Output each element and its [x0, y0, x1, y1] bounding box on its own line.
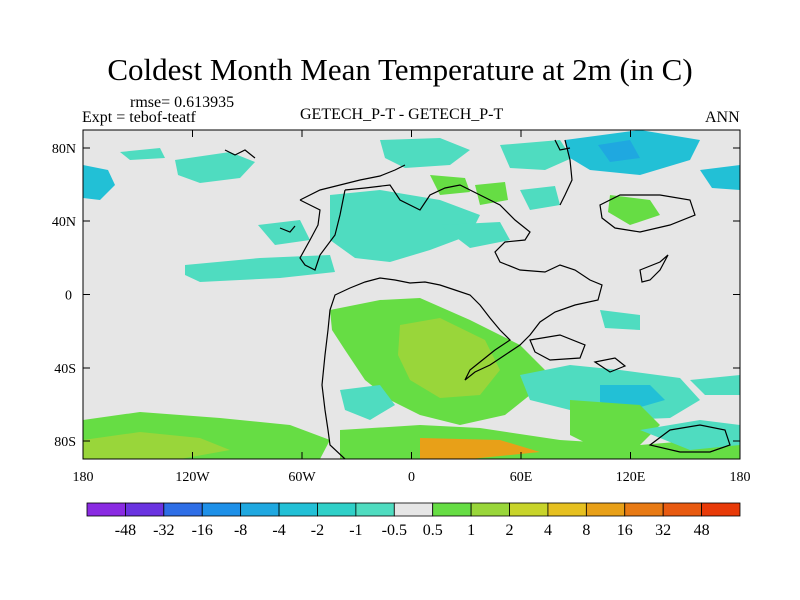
anomaly-region [600, 310, 640, 330]
temperature-field [83, 130, 740, 459]
coastline [299, 189, 346, 271]
lat-tick-label: 80N [52, 142, 76, 157]
colorbar-label: -4 [272, 522, 285, 539]
colorbar-label: -2 [311, 522, 324, 539]
colorbar-label: 4 [544, 522, 552, 539]
coastline [299, 164, 406, 201]
coastline [639, 254, 669, 283]
anomaly-region [83, 165, 115, 200]
colorbar-swatch [317, 502, 357, 517]
anomaly-region [440, 222, 510, 248]
lat-tick-label: 80S [54, 435, 76, 450]
anomaly-region [690, 375, 740, 395]
colorbar-label: 48 [694, 522, 710, 539]
anomaly-region [570, 400, 660, 450]
colorbar-label: 0.5 [423, 522, 443, 539]
coastline [321, 184, 603, 459]
colorbar-swatch [662, 502, 702, 517]
anomaly-region [175, 152, 255, 183]
season-label: ANN [705, 109, 740, 126]
colorbar-swatch [240, 502, 280, 517]
colorbar-swatch [509, 502, 549, 517]
colorbar-label: 2 [506, 522, 514, 539]
colorbar-label: -32 [153, 522, 174, 539]
anomaly-region [398, 318, 500, 398]
lon-tick-label: 180 [730, 470, 751, 485]
lon-tick-label: 120E [616, 470, 646, 485]
comparison-label: GETECH_P-T - GETECH_P-T [300, 106, 504, 123]
anomaly-region [185, 255, 335, 282]
colorbar-swatch [624, 502, 664, 517]
rmse-label: rmse= 0.613935 [130, 94, 235, 111]
anomaly-region [598, 140, 640, 162]
colorbar-label: 16 [617, 522, 633, 539]
coastline [279, 225, 296, 233]
colorbar-label: 32 [655, 522, 671, 539]
coastline [224, 149, 256, 159]
colorbar-label: -16 [192, 522, 213, 539]
colorbar-swatch [547, 502, 587, 517]
colorbar-swatch [393, 502, 434, 517]
anomaly-region [83, 432, 230, 459]
experiment-label: Expt = tebof-teatf [82, 109, 196, 126]
lon-tick-label: 60E [510, 470, 533, 485]
coastline [648, 424, 731, 453]
colorbar-label: 1 [467, 522, 475, 539]
coastlines [224, 139, 731, 459]
colorbar-swatch [470, 502, 510, 517]
anomaly-region [700, 165, 740, 190]
anomaly-region [500, 140, 572, 170]
coastline [559, 139, 573, 206]
colorbar-swatch [355, 502, 395, 517]
colorbar-swatch [86, 502, 126, 517]
anomaly-region [420, 438, 540, 459]
coastline [554, 139, 571, 151]
anomaly-region [608, 195, 660, 225]
lat-tick-marks [83, 147, 740, 442]
colorbar-swatch [701, 502, 741, 517]
lon-tick-label: 0 [408, 470, 415, 485]
colorbar-swatch [125, 502, 165, 517]
colorbar-label: -48 [115, 522, 136, 539]
lat-tick-label: 40N [52, 215, 76, 230]
coastline [599, 194, 696, 233]
colorbar-labels: -48 -32 -16 -8 -4 -2 -1 -0.5 0.5 1 2 4 8 16 32 48 [115, 522, 710, 539]
lon-tick-label: 120W [175, 470, 210, 485]
lon-tick-label: 180 [73, 470, 94, 485]
lat-tick-label: 0 [65, 289, 72, 304]
colorbar-swatch [585, 502, 626, 517]
colorbar-swatch [278, 502, 318, 517]
colorbar-label: -1 [349, 522, 362, 539]
anomaly-region [475, 182, 508, 205]
anomaly-region [380, 138, 470, 168]
colorbar-swatch [432, 502, 472, 517]
colorbar [86, 502, 741, 517]
map-title: Coldest Month Mean Temperature at 2m (in… [107, 52, 693, 87]
colorbar-label: -8 [234, 522, 247, 539]
lon-tick-label: 60W [288, 470, 316, 485]
colorbar-swatch [163, 502, 203, 517]
coastline [529, 334, 586, 361]
colorbar-label: 8 [582, 522, 590, 539]
anomaly-region [258, 220, 310, 245]
colorbar-swatch [201, 502, 242, 517]
anomaly-region [520, 186, 560, 210]
anomaly-region [120, 148, 165, 160]
colorbar-label: -0.5 [382, 522, 407, 539]
anomaly-region [330, 190, 480, 262]
coastline [593, 357, 627, 373]
lat-tick-label: 40S [54, 362, 76, 377]
anomaly-region [340, 385, 395, 420]
lon-tick-marks [82, 130, 741, 459]
